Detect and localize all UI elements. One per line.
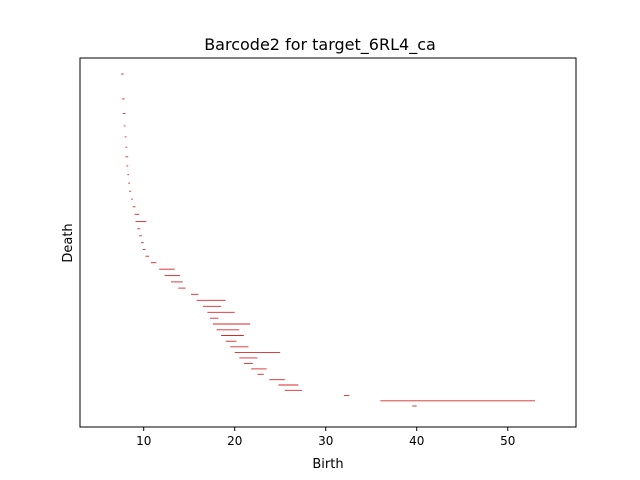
x-ticks: 10 20 30 40 50 (136, 427, 515, 448)
plot-frame (79, 57, 577, 428)
chart-title: Barcode2 for target_6RL4_ca (204, 35, 436, 55)
x-axis-label: Birth (312, 457, 343, 472)
x-tick-label: 10 (136, 434, 151, 448)
bars-layer (121, 73, 535, 407)
x-tick-label: 50 (500, 434, 515, 448)
x-tick-label: 40 (409, 434, 424, 448)
x-tick-label: 20 (227, 434, 242, 448)
y-axis-label: Death (61, 223, 76, 262)
x-tick-label: 30 (318, 434, 333, 448)
